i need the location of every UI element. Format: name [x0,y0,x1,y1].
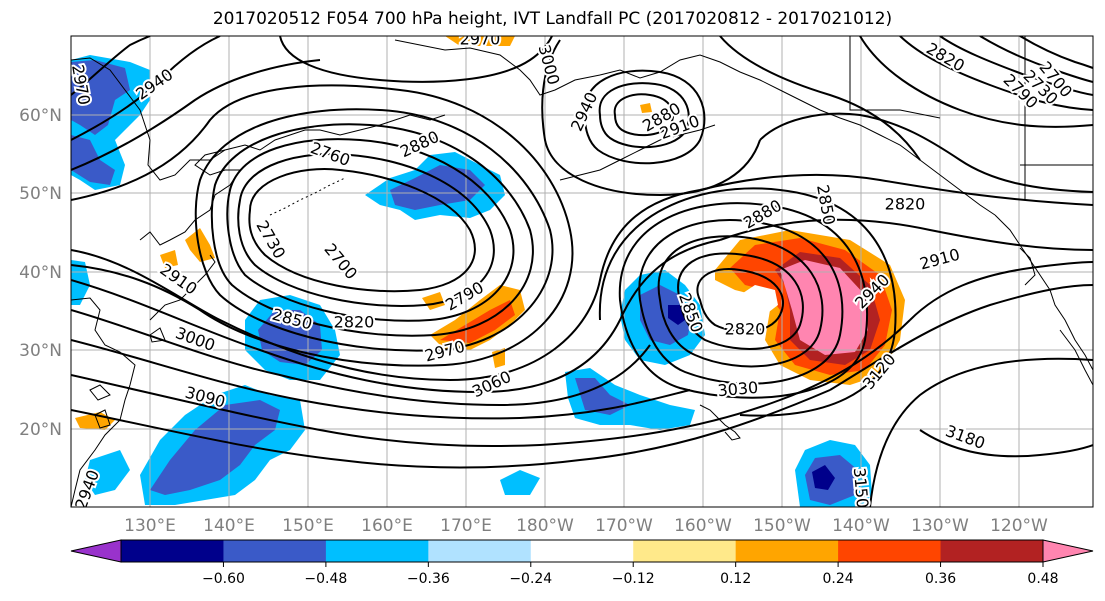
height-contours [71,36,1093,507]
colorbar-segment [838,540,942,562]
lon-label: 170°E [440,516,492,536]
lon-label: 180°W [516,516,574,536]
lon-label: 140°E [203,516,255,536]
contour-label: 2820 [725,320,766,339]
contour-label: 2820 [334,313,375,332]
coastlines [71,36,1093,507]
colorbar-segment [223,540,327,562]
lon-label: 160°W [674,516,732,536]
longitude-labels: 130°E 140°E 150°E 160°E 170°E 180°W 170°… [124,516,1048,536]
colorbar-tick-label: 0.12 [720,571,751,587]
colorbar-extend-high [1042,539,1094,563]
colorbar-tick-label: −0.60 [202,571,245,587]
colorbar-tick-label: −0.48 [304,571,347,587]
lon-label: 160°E [361,516,413,536]
colorbar-segment [735,540,839,562]
colorbar-tick-label: −0.24 [509,571,552,587]
lon-label: 150°W [753,516,811,536]
map-title: 2017020512 F054 700 hPa height, IVT Land… [212,9,893,29]
colorbar-tick-label: 0.24 [823,571,854,587]
lat-label: 30°N [19,341,62,361]
contour-label: 2970 [460,30,501,49]
colorbar-tick-label: −0.36 [407,571,450,587]
colorbar-segment [428,540,532,562]
lon-label: 150°E [282,516,334,536]
colorbar-outline [120,539,1044,563]
colorbar-segment [633,540,737,562]
lat-label: 40°N [19,263,62,283]
lon-label: 130°E [124,516,176,536]
contour-label: 3030 [717,378,759,400]
colorbar-segment [530,540,634,562]
colorbar-extend-low [70,539,122,563]
contour-label: 3150 [850,467,872,509]
map-frame [70,35,1094,508]
lon-label: 130°W [911,516,969,536]
colorbar: −0.60 −0.48 −0.36 −0.24 −0.12 0.12 0.24 0.36 0.4… [70,539,1094,587]
colorbar-tick-label: 0.36 [925,571,956,587]
latitude-labels: 60°N 50°N 40°N 30°N 20°N [19,106,62,440]
lon-label: 140°W [832,516,890,536]
lon-label: 170°W [595,516,653,536]
lat-label: 50°N [19,184,62,204]
lat-label: 60°N [19,106,62,126]
colorbar-segment [121,540,224,562]
colorbar-tick-label: 0.48 [1027,571,1058,587]
colorbar-segment [940,540,1044,562]
colorbar-segment [325,540,429,562]
contour-label: 2820 [885,195,926,214]
colorbar-tick-label: −0.12 [612,571,655,587]
lon-label: 120°W [990,516,1048,536]
shading-layer [71,36,905,507]
lat-label: 20°N [19,420,62,440]
